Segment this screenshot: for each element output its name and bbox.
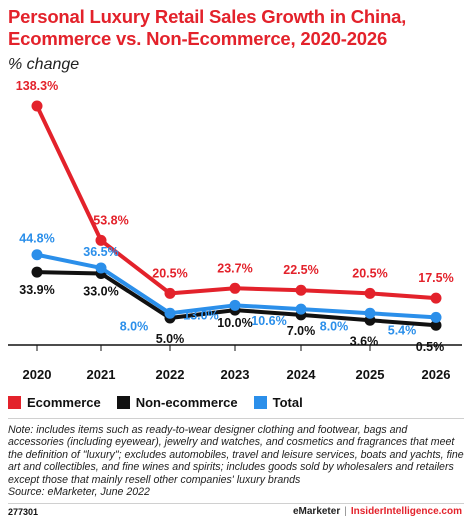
data-label-ecommerce-2024: 22.5% — [283, 263, 318, 277]
data-label-non-ecommerce-2021: 33.0% — [83, 285, 118, 299]
brand-insider-intelligence: InsiderIntelligence.com — [350, 506, 462, 517]
point-total-2024 — [295, 303, 307, 315]
data-label-non-ecommerce-2026: 0.5% — [416, 340, 445, 354]
x-tick-label-2023: 2023 — [221, 367, 250, 382]
data-label-non-ecommerce-2020: 33.9% — [19, 283, 54, 297]
point-ecommerce-2022 — [164, 287, 176, 299]
legend-label-non-ecommerce: Non-ecommerce — [135, 395, 238, 410]
data-label-total-2025: 8.0% — [320, 319, 349, 333]
legend-label-ecommerce: Ecommerce — [27, 395, 101, 410]
legend: Ecommerce Non-ecommerce Total — [8, 395, 319, 410]
point-ecommerce-2025 — [364, 287, 376, 299]
point-total-2021 — [95, 262, 107, 274]
divider-bottom — [8, 503, 464, 504]
point-ecommerce-2023 — [229, 282, 241, 294]
legend-label-total: Total — [272, 395, 303, 410]
point-total-2025 — [364, 307, 376, 319]
chart-note: Note: includes items such as ready-to-we… — [8, 424, 466, 498]
point-total-2023 — [229, 299, 241, 311]
legend-swatch-ecommerce — [8, 396, 21, 409]
data-label-total-2026: 5.4% — [388, 323, 417, 337]
data-label-ecommerce-2023: 23.7% — [217, 261, 252, 275]
data-label-ecommerce-2026: 17.5% — [418, 271, 453, 285]
legend-item-non-ecommerce: Non-ecommerce — [116, 395, 238, 410]
brand-emarketer: eMarketer — [292, 506, 341, 517]
divider-top — [8, 418, 464, 419]
data-label-non-ecommerce-2024: 7.0% — [287, 324, 316, 338]
data-label-total-2022: 8.0% — [120, 319, 149, 333]
data-label-ecommerce-2021: 53.8% — [93, 213, 128, 227]
chart-subtitle: % change — [8, 56, 80, 73]
legend-item-total: Total — [253, 395, 303, 410]
legend-swatch-total — [253, 396, 267, 409]
point-ecommerce-2020 — [31, 100, 43, 112]
point-total-2020 — [31, 249, 43, 261]
chart-title: Personal Luxury Retail Sales Growth in C… — [8, 6, 407, 49]
data-label-total-2023: 13.0% — [183, 308, 218, 322]
footer-brand: eMarketer | InsiderIntelligence.com — [293, 506, 462, 517]
data-label-total-2020: 44.8% — [19, 232, 54, 246]
data-label-ecommerce-2020: 138.3% — [16, 79, 58, 93]
data-label-non-ecommerce-2023: 10.0% — [217, 316, 252, 330]
data-label-non-ecommerce-2025: 3.6% — [350, 334, 379, 348]
chart-id: 277301 — [8, 507, 39, 517]
brand-separator: | — [344, 506, 347, 517]
legend-swatch-non-ecommerce — [116, 396, 130, 409]
legend-item-ecommerce: Ecommerce — [8, 395, 101, 410]
data-label-ecommerce-2022: 20.5% — [152, 266, 187, 280]
x-tick-label-2026: 2026 — [422, 367, 451, 382]
line-chart: 2020 2021 2022 2023 2024 2025 2026 138.3% 53.8% 2… — [8, 79, 462, 382]
data-label-total-2021: 36.5% — [83, 245, 118, 259]
x-tick-label-2025: 2025 — [356, 367, 385, 382]
point-non-ecommerce-2020 — [31, 266, 43, 278]
data-label-ecommerce-2025: 20.5% — [352, 266, 387, 280]
note-text: Note: includes items such as ready-to-we… — [8, 424, 464, 486]
x-tick-label-2022: 2022 — [156, 367, 185, 382]
x-tick-label-2021: 2021 — [87, 367, 116, 382]
point-ecommerce-2026 — [430, 292, 442, 304]
point-ecommerce-2021 — [95, 234, 107, 246]
data-label-non-ecommerce-2022: 5.0% — [156, 332, 185, 346]
point-ecommerce-2024 — [295, 284, 307, 296]
x-tick-label-2020: 2020 — [23, 367, 52, 382]
source-text: Source: eMarketer, June 2022 — [8, 486, 150, 499]
x-tick-label-2024: 2024 — [287, 367, 317, 382]
point-total-2026 — [430, 311, 442, 323]
point-non-ecommerce-2026 — [430, 319, 442, 331]
point-total-2022 — [164, 307, 176, 319]
data-label-total-2024: 10.6% — [251, 314, 286, 328]
